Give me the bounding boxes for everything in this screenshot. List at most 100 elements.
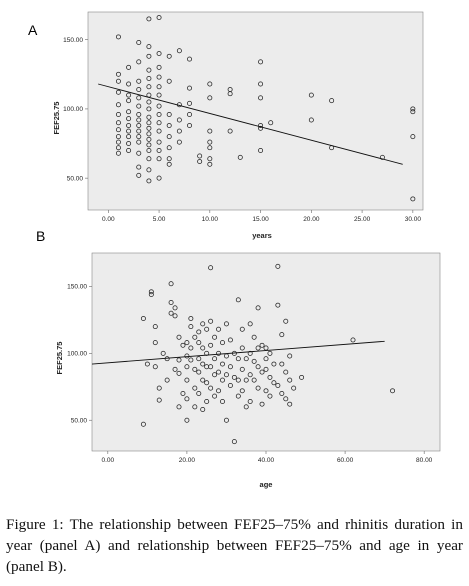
panel-a-data-point <box>115 71 121 77</box>
panel-b-data-point <box>184 364 190 370</box>
panel-b-data-point <box>255 345 261 351</box>
panel-b-data-point <box>176 334 182 340</box>
panel-b-data-point <box>188 357 194 363</box>
panel-b-data-point <box>299 374 305 380</box>
panel-a-data-point <box>156 139 162 145</box>
panel-a-x-tick-label: 15.00 <box>252 216 269 223</box>
panel-a-data-point <box>207 145 213 151</box>
panel-b-data-point <box>140 316 146 322</box>
panel-b-data-point <box>196 329 202 335</box>
panel-a-data-point <box>115 102 121 108</box>
panel-a-data-point <box>115 78 121 84</box>
panel-a-data-point <box>237 154 243 160</box>
panel-a-data-point <box>146 156 152 162</box>
panel-b-data-point <box>176 357 182 363</box>
panel-a-fit-line <box>98 83 403 165</box>
panel-a-data-point <box>126 147 132 153</box>
panel-b-data-point <box>287 401 293 407</box>
panel-b-data-point <box>255 364 261 370</box>
panel-b-x-tick-label: 0.00 <box>101 457 114 464</box>
figure-caption: Figure 1: The relationship between FEF25… <box>6 514 463 577</box>
panel-b-data-point <box>200 407 206 413</box>
panel-b-data-point <box>168 300 174 305</box>
panel-a-data-point <box>146 67 152 73</box>
panel-a-data-point <box>136 59 142 65</box>
panel-a-data-point <box>115 111 121 117</box>
panel-a-x-tick-label: 25.00 <box>354 216 371 223</box>
panel-b-data-point <box>283 396 289 402</box>
panel-b-data-point <box>231 439 237 445</box>
panel-b-data-point <box>267 374 273 380</box>
panel-b-y-tick-label: 100.00 <box>67 351 87 358</box>
panel-a-data-point <box>258 59 264 65</box>
panel-a-data-point <box>146 106 152 112</box>
panel-a-data-point <box>156 74 162 80</box>
panel-a-data-point <box>146 114 152 120</box>
panel-a-data-point <box>115 120 121 126</box>
panel-a-data-point <box>115 145 121 151</box>
panel-a-data-point <box>166 78 172 84</box>
panel-b-data-point <box>223 372 229 378</box>
panel-a-data-point <box>146 147 152 153</box>
panel-b-data-point <box>200 377 206 383</box>
panel-a-data-point <box>176 117 182 123</box>
panel-a-data-point <box>136 139 142 145</box>
panel-b-data-point <box>216 326 222 332</box>
panel-a-data-point <box>136 128 142 134</box>
panel-b-data-point <box>263 388 269 394</box>
panel-a-data-point <box>176 128 182 134</box>
panel-a-data-point <box>156 111 162 117</box>
panel-b-data-point <box>216 388 222 394</box>
panel-b-data-point <box>184 353 190 359</box>
panel-a-data-point <box>156 51 162 57</box>
panel-b-data-point <box>220 377 225 383</box>
panel-b-data-point <box>239 326 245 332</box>
panel-a-data-point <box>258 81 264 87</box>
panel-b-data-point <box>216 350 222 356</box>
panel-b-data-point <box>184 396 190 402</box>
panel-b-data-point <box>212 356 218 362</box>
panel-a-data-point <box>156 103 162 109</box>
panel-b-data-point <box>235 377 241 383</box>
panel-b-data-point <box>235 297 241 303</box>
panel-b-data-point <box>239 366 245 372</box>
panel-b-data-point <box>180 390 186 396</box>
panel-a-data-point <box>126 92 132 98</box>
panel-a-data-point <box>126 116 132 122</box>
panel-a-data-point <box>166 134 172 140</box>
panel-a-data-point <box>156 175 162 181</box>
panel-a-data-point <box>146 44 152 50</box>
panel-b-data-point <box>196 340 202 346</box>
panel-a-y-tick-label: 150.00 <box>63 37 83 44</box>
panel-b-data-point <box>208 385 214 391</box>
panel-b-data-point <box>220 361 225 367</box>
panel-a-x-tick-label: 0.00 <box>102 216 115 223</box>
panel-b-data-point <box>168 281 174 287</box>
panel-b-data-point <box>291 385 297 391</box>
panel-b-x-tick-label: 40.00 <box>258 457 275 464</box>
panel-a-data-point <box>166 161 172 167</box>
panel-b-data-point <box>204 326 210 332</box>
panel-b-data-point <box>148 289 154 295</box>
panel-b-data-point <box>212 393 218 399</box>
panel-a-data-point <box>146 167 152 173</box>
panel-a-data-point <box>136 103 142 109</box>
panel-b-data-point <box>176 404 182 410</box>
panel-a-ticks: 0.00 5.00 10.00 15.00 20.00 25.00 30.00 50.00 10… <box>63 37 421 223</box>
panel-b-data-point <box>208 364 214 370</box>
panel-a-data-point <box>136 87 142 93</box>
panel-a-data-point <box>410 196 416 202</box>
panel-a-data-point <box>207 156 213 162</box>
panel-a-data-point <box>258 147 264 153</box>
panel-b-data-point <box>180 342 186 348</box>
panel-b-data-point <box>184 417 190 423</box>
panel-a-data-point <box>156 147 162 153</box>
panel-a-data-point <box>136 111 142 117</box>
panel-a-data-point <box>410 109 416 115</box>
panel-b-data-point <box>279 390 285 396</box>
caption-label: Figure 1: <box>6 516 64 533</box>
panel-a-data-point <box>115 89 121 95</box>
panel-b-data-point <box>208 265 214 271</box>
panel-b-data-point <box>156 385 162 391</box>
panel-b-data-point <box>243 356 249 362</box>
